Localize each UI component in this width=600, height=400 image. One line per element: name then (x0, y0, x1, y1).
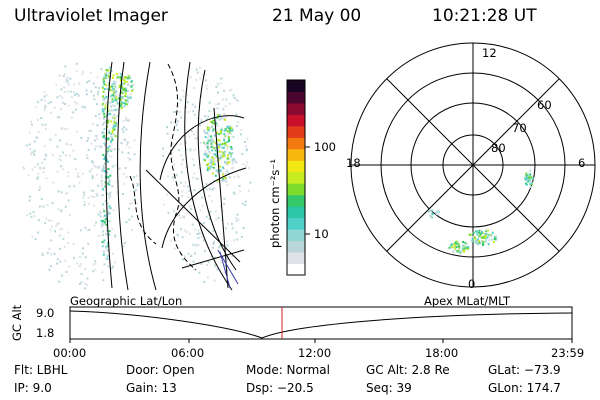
xtick-2359: 23:59 (551, 346, 585, 360)
info-ip: IP: 9.0 (14, 381, 52, 395)
info-mode: Mode: Normal (246, 363, 330, 377)
altitude-ytick-9: 9.0 (36, 306, 55, 320)
color-bar-cell (287, 171, 305, 184)
polar-aurora (427, 169, 534, 254)
xtick-0600: 06:00 (171, 346, 205, 360)
color-bar-cell (287, 102, 305, 115)
altitude-ylabel: GC Alt (10, 304, 24, 341)
xtick-1800: 18:00 (425, 346, 459, 360)
info-seq: Seq: 39 (366, 381, 412, 395)
color-bar-cell (287, 91, 305, 104)
color-bar-cell (287, 206, 305, 219)
color-bar (286, 79, 310, 276)
color-bar-cell (287, 252, 305, 265)
color-bar-cell (287, 160, 305, 173)
info-gc-alt: GC Alt: 2.8 Re (366, 363, 450, 377)
polar-hour-0: 0 (468, 277, 476, 291)
color-bar-cell (287, 80, 305, 92)
instrument-title: Ultraviolet Imager (14, 6, 168, 26)
xtick-1200: 12:00 (298, 346, 332, 360)
color-bar-cell (287, 125, 305, 138)
info-flt: Flt: LBHL (14, 363, 68, 377)
colorbar-tick-10: 10 (314, 227, 329, 241)
info-glon: GLon: 174.7 (488, 381, 561, 395)
geographic-image (22, 61, 252, 291)
color-bar-cell (287, 194, 305, 207)
color-bar-cell (287, 148, 305, 161)
color-bar-cell (287, 217, 305, 230)
colorbar-tick-100: 100 (314, 140, 336, 154)
polar-plot (350, 42, 596, 288)
info-door: Door: Open (126, 363, 195, 377)
info-glat: GLat: −73.9 (488, 363, 561, 377)
color-bar-cell (287, 240, 305, 253)
color-bar-cell (287, 229, 305, 242)
date-label: 21 May 00 (272, 6, 362, 26)
time-label: 10:21:28 UT (432, 6, 537, 26)
color-bar-cell (287, 137, 305, 150)
info-gain: Gain: 13 (126, 381, 177, 395)
info-dsp: Dsp: −20.5 (246, 381, 314, 395)
polar-lat-60: 60 (537, 98, 552, 112)
altitude-left-title: Geographic Lat/Lon (70, 294, 183, 308)
altitude-plot (69, 306, 573, 343)
color-bar-cell (287, 263, 305, 276)
polar-lat-70: 70 (512, 121, 527, 135)
altitude-right-title: Apex MLat/MLT (424, 294, 511, 308)
polar-hour-18: 18 (346, 156, 361, 170)
polar-lat-80: 80 (491, 141, 506, 155)
color-bar-cell (287, 114, 305, 127)
altitude-ytick-1-8: 1.8 (36, 326, 55, 340)
polar-hour-6: 6 (578, 156, 586, 170)
polar-hour-12: 12 (482, 46, 497, 60)
colorbar-unit-label: photon cm⁻²s⁻¹ (268, 159, 282, 248)
color-bar-cell (287, 183, 305, 196)
xtick-0000: 00:00 (53, 346, 87, 360)
